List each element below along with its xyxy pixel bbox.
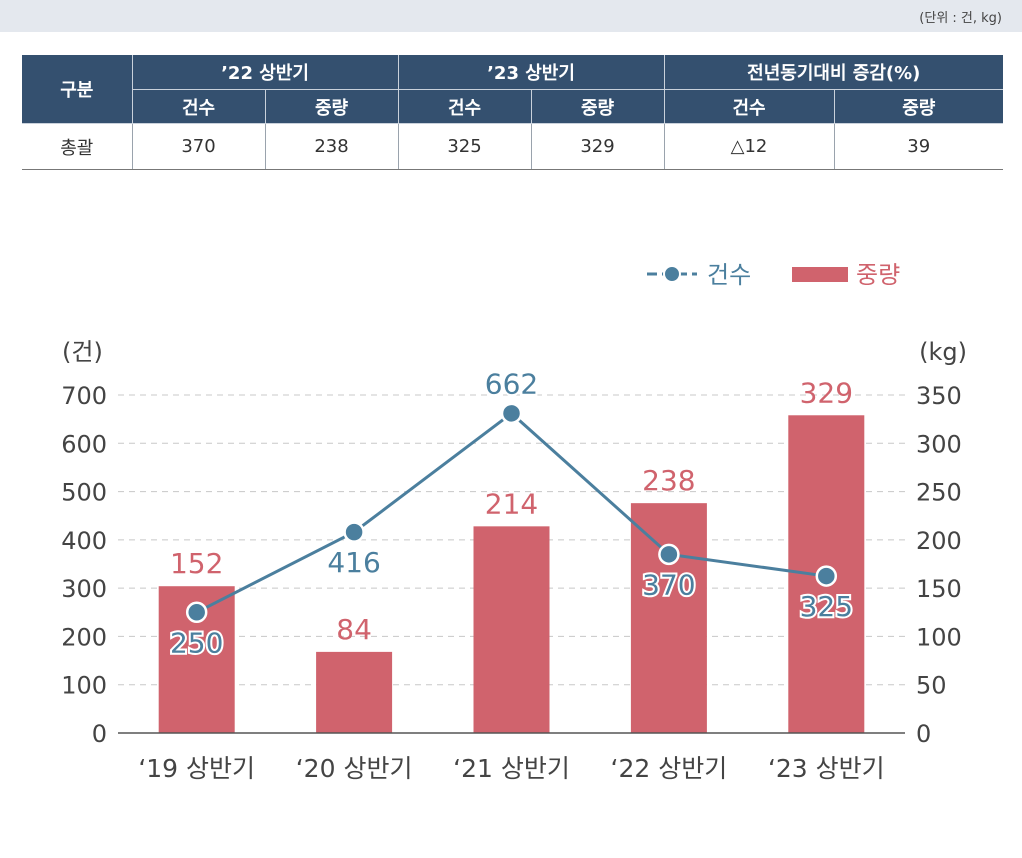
right-tick-label: 300 xyxy=(916,430,962,458)
right-tick-label: 0 xyxy=(916,720,931,748)
line-value-label: 370 xyxy=(642,568,695,601)
right-tick-label: 100 xyxy=(916,623,962,651)
unit-bar: (단위 : 건, kg) xyxy=(0,0,1022,32)
bar xyxy=(630,503,707,733)
right-tick-label: 150 xyxy=(916,575,962,603)
category-label: ‘19 상반기 xyxy=(138,754,255,783)
row-header: 구분 xyxy=(22,55,132,124)
table-cell: 325 xyxy=(397,123,531,170)
line-point xyxy=(185,601,208,624)
bar xyxy=(473,526,550,733)
category-label: ‘21 상반기 xyxy=(453,754,570,783)
line-value-label: 416 xyxy=(327,546,380,579)
legend-bar-label: 중량 xyxy=(856,261,900,289)
right-tick-label: 250 xyxy=(916,479,962,507)
group-header: ’23 상반기 xyxy=(397,55,664,90)
line-point xyxy=(500,402,523,425)
left-tick-label: 300 xyxy=(61,575,107,603)
legend-line-label: 건수 xyxy=(707,261,751,289)
legend-bar-swatch xyxy=(792,267,848,282)
table-cell: 39 xyxy=(833,123,1004,170)
subheader: 중량 xyxy=(833,89,1004,124)
right-tick-label: 50 xyxy=(916,672,947,700)
table-cell: △12 xyxy=(663,123,834,170)
category-label: ‘22 상반기 xyxy=(611,754,728,783)
left-tick-label: 400 xyxy=(61,527,107,555)
bar-value-label: 214 xyxy=(485,487,538,520)
line-point xyxy=(343,521,365,543)
left-tick-label: 700 xyxy=(61,382,107,410)
bar-value-label: 84 xyxy=(336,613,372,646)
table-cell: 238 xyxy=(264,123,398,170)
line-point xyxy=(658,543,680,566)
line-value-label: 325 xyxy=(800,590,853,623)
left-tick-label: 100 xyxy=(61,672,107,700)
left-axis-label: (건) xyxy=(62,338,103,366)
summary-table: 구분 ’22 상반기 ’23 상반기 전년동기대비 증감(%) 건수 중량 건수… xyxy=(22,55,1004,170)
bar-value-label: 238 xyxy=(642,464,695,497)
category-label: ‘23 상반기 xyxy=(768,754,885,783)
group-header: ’22 상반기 xyxy=(131,55,398,90)
subheader: 중량 xyxy=(530,89,664,124)
right-axis-label: (kg) xyxy=(919,338,967,366)
line-value-label: 662 xyxy=(485,367,538,400)
bar xyxy=(316,651,393,733)
left-tick-label: 0 xyxy=(92,720,107,748)
table-row: 총괄 370 238 325 329 △12 39 xyxy=(22,123,1004,170)
table-cell: 329 xyxy=(530,123,664,170)
bar-value-label: 152 xyxy=(170,547,223,580)
line-value-label: 250 xyxy=(170,626,223,659)
combo-chart: 0 0 100 50 200 100 300 150 400 200 500 250 600 300 700… xyxy=(61,261,967,783)
left-tick-label: 200 xyxy=(61,623,107,651)
subheader: 중량 xyxy=(264,89,398,124)
right-tick-label: 200 xyxy=(916,527,962,555)
group-header: 전년동기대비 증감(%) xyxy=(663,55,1004,90)
category-label: ‘20 상반기 xyxy=(296,754,413,783)
line-point xyxy=(815,565,838,587)
bar-value-label: 329 xyxy=(800,376,853,409)
left-tick-label: 500 xyxy=(61,479,107,507)
row-label: 총괄 xyxy=(22,123,132,170)
subheader: 건수 xyxy=(663,89,834,124)
subheader: 건수 xyxy=(397,89,531,124)
unit-note: (단위 : 건, kg) xyxy=(919,11,1002,26)
table-cell: 370 xyxy=(131,123,265,170)
left-tick-label: 600 xyxy=(61,430,107,458)
right-tick-label: 350 xyxy=(916,382,962,410)
subheader: 건수 xyxy=(131,89,265,124)
legend-line-marker xyxy=(663,265,681,283)
